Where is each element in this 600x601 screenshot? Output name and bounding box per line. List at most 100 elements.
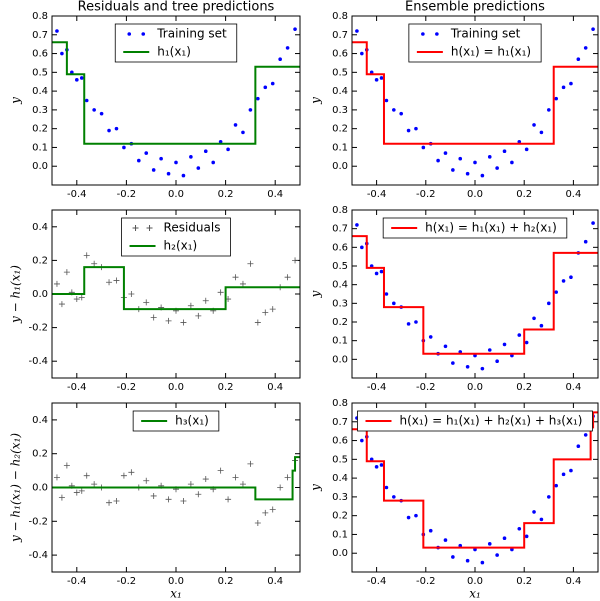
data-point [583, 433, 588, 437]
data-point [547, 495, 551, 499]
data-point [451, 361, 455, 365]
legend: h₃(x₁) [132, 410, 220, 432]
data-point [524, 534, 529, 539]
legend-label: Training set [450, 27, 521, 41]
x-tick-label: -0.2 [416, 382, 436, 393]
data-point [270, 81, 275, 86]
axes-frame [351, 402, 599, 573]
data-point [583, 46, 588, 50]
y-axis-label: y − h₁(x₁) [9, 265, 23, 324]
residual-point [78, 487, 85, 494]
data-point [114, 126, 119, 131]
x-tick-label: 0.0 [467, 576, 483, 587]
data-point [374, 271, 379, 276]
residual-point [63, 269, 70, 276]
residual-point [53, 474, 60, 481]
residual-point [187, 302, 194, 309]
data-point [189, 155, 193, 159]
y-tick-label: 0.0 [332, 161, 348, 172]
y-tick-label: 0.8 [332, 205, 348, 216]
y-tick-label: -0.4 [28, 550, 48, 561]
data-point [75, 78, 79, 82]
data-point [92, 108, 96, 112]
x-tick-label: -0.4 [67, 189, 87, 200]
y-axis-label: y [309, 97, 323, 105]
panel: x₁ y − h₁(x₁) − h₂(x₁) -0.4 -0.2 0.0 0.2 0.4 -0… [9, 402, 301, 601]
step-line [352, 235, 598, 355]
residual-point [269, 506, 276, 513]
data-point [451, 168, 455, 172]
y-tick-label: 0.1 [32, 142, 48, 153]
residual-point [165, 496, 172, 503]
y-tick-label: 0.5 [32, 67, 48, 78]
residual-point [83, 472, 90, 479]
y-tick-label: 0.0 [32, 483, 48, 494]
data-point [374, 78, 379, 82]
step-line [352, 411, 598, 549]
panel-title: Ensemble predictions [405, 0, 545, 15]
data-point [569, 275, 573, 280]
data-point [181, 173, 186, 178]
data-point [384, 98, 389, 103]
y-tick-label: 0.4 [332, 280, 348, 291]
data-point [458, 156, 463, 161]
legend: h(x₁) = h₁(x₁) + h₂(x₁) [382, 217, 568, 239]
y-tick-label: 0.2 [332, 124, 348, 135]
residual-point [202, 476, 209, 483]
y-tick-label: 0.2 [32, 449, 48, 460]
y-tick-label: 0.4 [332, 86, 348, 97]
data-point [539, 517, 544, 522]
residual-point [254, 519, 261, 526]
plot-area [52, 456, 300, 526]
data-point [532, 510, 536, 514]
legend-box [114, 23, 238, 63]
legend-label: h₁(x₁) [157, 45, 191, 59]
data-point [495, 166, 499, 170]
data-point [241, 130, 245, 135]
y-tick-label: 0.4 [32, 222, 48, 233]
legend: Residuals h₂(x₁) [121, 217, 231, 257]
data-point [554, 290, 558, 294]
x-tick-label: -0.4 [367, 382, 387, 393]
legend-box [121, 217, 231, 257]
residual-point [187, 481, 194, 488]
step-line [52, 456, 300, 501]
data-point [443, 344, 448, 349]
data-point [233, 123, 238, 127]
data-point [480, 560, 485, 565]
data-point [360, 245, 364, 250]
x-tick-label: 0.4 [267, 382, 283, 393]
y-axis-label: y [309, 290, 323, 298]
data-point [406, 515, 411, 520]
y-tick-label: 0.7 [332, 224, 348, 235]
y-tick-label: 0.3 [332, 298, 348, 309]
data-point [502, 342, 507, 347]
data-point [495, 553, 499, 557]
x-tick-label: 0.4 [267, 576, 283, 587]
legend-label: Residuals [164, 221, 221, 235]
axes-frame [51, 402, 301, 573]
data-point [532, 123, 536, 127]
residual-point [63, 462, 70, 469]
legend: Training set h₁(x₁) [114, 23, 238, 63]
data-point [480, 173, 485, 178]
y-tick-label: 0.3 [332, 105, 348, 116]
x-tick-label: 0.4 [565, 576, 581, 587]
y-tick-label: 0.1 [332, 336, 348, 347]
residual-point [120, 472, 127, 479]
y-tick-label: 0.0 [32, 289, 48, 300]
y-tick-label: 0.0 [32, 161, 48, 172]
legend-label: h₂(x₁) [164, 239, 198, 253]
data-point [443, 151, 448, 155]
residual-point [217, 289, 224, 296]
data-point [226, 147, 230, 152]
legend-label: h(x₁) = h₁(x₁) [451, 45, 531, 59]
data-point [517, 527, 522, 531]
residual-point [232, 274, 239, 281]
legend-box [357, 410, 593, 432]
data-point [137, 158, 141, 163]
data-point [583, 239, 588, 244]
data-point [144, 151, 149, 155]
x-axis-label: x₁ [469, 587, 481, 601]
data-point [174, 160, 178, 165]
